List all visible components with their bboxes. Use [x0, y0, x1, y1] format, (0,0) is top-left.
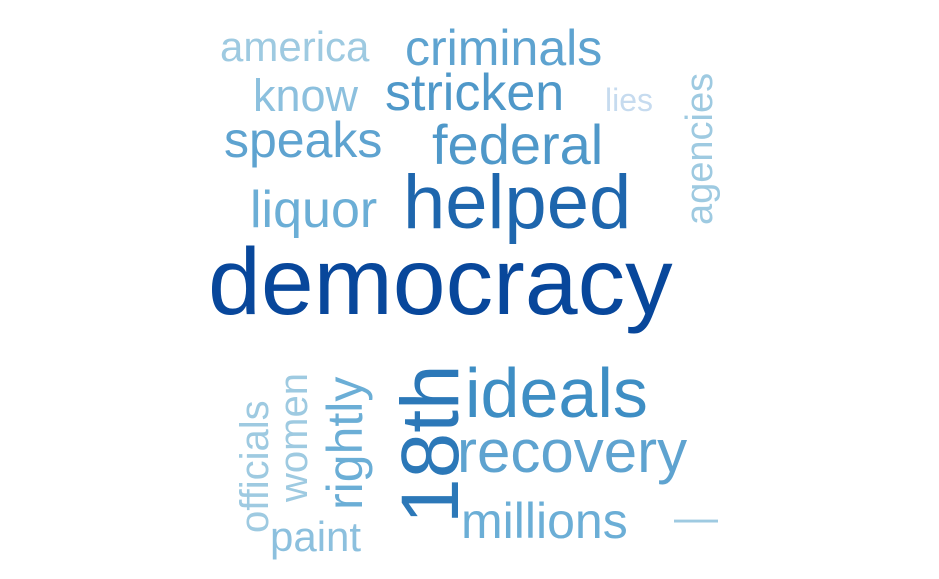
word-speaks: speaks	[224, 112, 382, 168]
word-ideals: ideals	[465, 354, 648, 432]
word-stricken: stricken	[385, 64, 564, 122]
word-millions: millions	[461, 493, 628, 549]
word-helped: helped	[403, 160, 631, 245]
word-lies: lies	[605, 82, 653, 118]
word-women: women	[272, 373, 316, 503]
word-liquor: liquor	[250, 181, 377, 239]
word-18th: 18th	[385, 364, 476, 524]
word-criminals: criminals	[405, 20, 602, 76]
word-recovery: recovery	[457, 418, 687, 485]
word-rightly: rightly	[317, 377, 373, 510]
word-officials: officials	[233, 400, 277, 533]
word-federal: federal	[432, 113, 603, 176]
word-em-dash: —	[674, 493, 718, 542]
word-know: know	[253, 70, 359, 121]
word-paint: paint	[270, 513, 361, 560]
word-agencies: agencies	[679, 73, 721, 225]
word-america: america	[220, 23, 370, 70]
word-democracy: democracy	[208, 229, 673, 335]
